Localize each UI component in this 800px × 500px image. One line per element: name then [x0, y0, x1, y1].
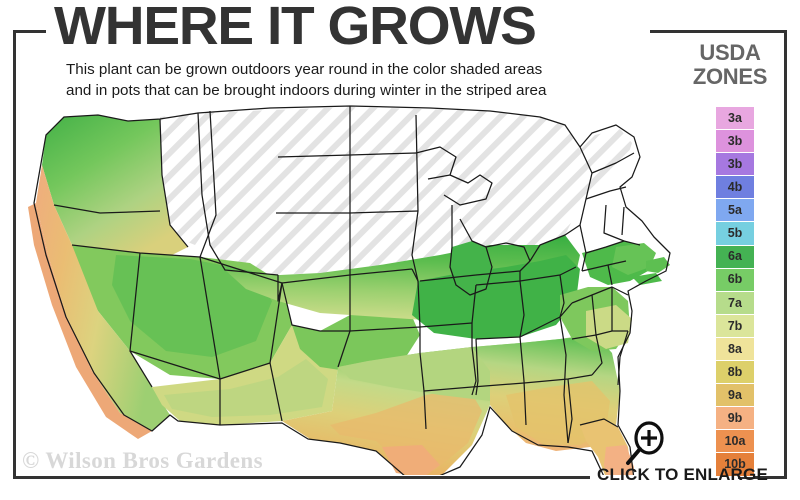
map-svg: [28, 105, 671, 475]
zone-swatch-6a: 6a: [716, 245, 754, 269]
zone-swatch-label: 7b: [727, 318, 743, 333]
zone-swatch-5b: 5b: [716, 222, 754, 246]
zone-swatch-3a: 3a: [716, 107, 754, 131]
zone-swatch-4b: 4b: [716, 176, 754, 200]
zone-swatch-3b-upper: 3b: [716, 130, 754, 154]
frame-right-border: [784, 30, 787, 479]
zone-swatch-9a: 9a: [716, 384, 754, 408]
zone-swatch-8b: 8b: [716, 361, 754, 385]
frame-bottom-right-segment: [738, 476, 787, 479]
zone-swatch-label: 5b: [727, 226, 743, 241]
zone-swatch-label: 8b: [727, 364, 743, 379]
zone-swatch-label: 6b: [727, 272, 743, 287]
zone-swatch-label: 4b: [727, 180, 743, 195]
zone-swatch-9b: 9b: [716, 407, 754, 431]
zone-swatch-label: 6a: [728, 249, 742, 264]
map-region-california: [36, 165, 170, 431]
zone-swatch-7a: 7a: [716, 291, 754, 315]
usda-heading-line-2: ZONES: [692, 64, 768, 89]
usda-heading-line-1: USDA: [699, 40, 761, 65]
zone-swatch-7b: 7b: [716, 314, 754, 338]
zone-swatch-label: 3a: [728, 110, 742, 125]
subtitle-text: This plant can be grown outdoors year ro…: [66, 60, 646, 101]
zone-swatch-5a: 5a: [716, 199, 754, 223]
zone-swatch-3b-lower: 3b: [716, 153, 754, 177]
usda-hardiness-map[interactable]: [20, 95, 680, 475]
zone-swatch-label: 10b: [724, 457, 746, 472]
zone-swatch-8a: 8a: [716, 337, 754, 362]
zone-swatch-label: 9a: [728, 387, 742, 402]
subtitle-line-2: and in pots that can be brought indoors …: [66, 81, 547, 99]
magnifier-svg: [626, 421, 664, 465]
click-to-enlarge-label[interactable]: CLICK TO ENLARGE: [597, 465, 769, 484]
zone-swatch-label: 7a: [728, 295, 742, 310]
zone-swatch-label: 5a: [728, 203, 742, 218]
zone-swatch-10b: 10b: [716, 453, 754, 477]
frame-top-left-segment: [13, 30, 46, 33]
usda-zone-legend: 3a 3b 3b 4b 5a 5b 6a 6b 7a 7b 8a 8b 9a 9b 10a 10b: [716, 107, 754, 477]
usda-zones-heading: USDA ZONES: [676, 41, 784, 89]
zone-swatch-10a: 10a: [716, 430, 754, 454]
frame-top-right-segment: [650, 30, 787, 33]
map-striped-region: [158, 107, 632, 275]
zone-swatch-label: 3b: [727, 156, 743, 171]
map-state-outlines: [33, 105, 671, 475]
zone-swatch-label: 9b: [727, 411, 743, 426]
frame-left-border: [13, 30, 16, 479]
map-region-pacific-northwest: [42, 115, 188, 265]
zone-swatch-6b: 6b: [716, 268, 754, 292]
zone-swatch-label: 8a: [728, 341, 742, 356]
frame-bottom-border: [13, 476, 590, 479]
page-title: WHERE IT GROWS: [54, 0, 537, 56]
watermark-credit: © Wilson Bros Gardens: [22, 448, 263, 473]
zone-swatch-label: 3b: [727, 133, 743, 148]
subtitle-line-1: This plant can be grown outdoors year ro…: [66, 61, 543, 78]
zone-swatch-label: 10a: [724, 434, 746, 449]
map-region-lower-michigan: [450, 241, 492, 295]
magnifier-plus-icon[interactable]: [618, 419, 668, 469]
